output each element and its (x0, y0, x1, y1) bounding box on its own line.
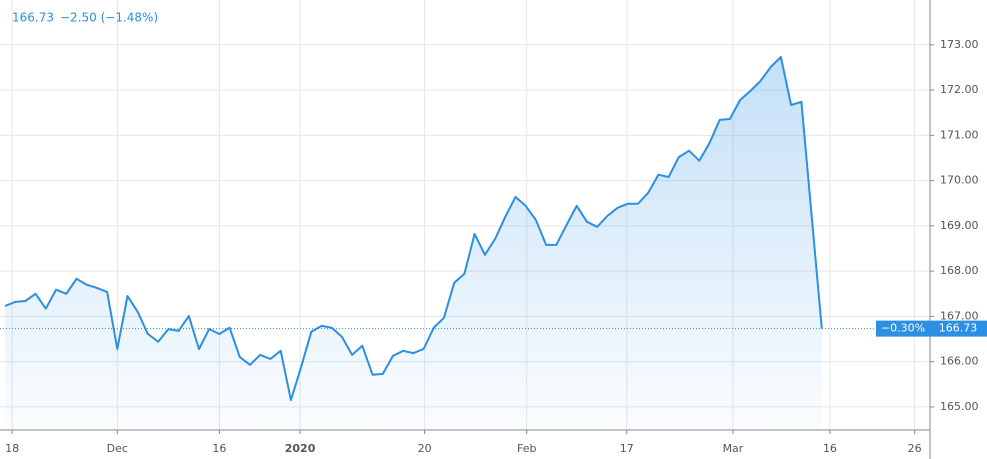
y-tick-label: 173.00 (940, 38, 979, 51)
x-tick-label: Dec (107, 442, 128, 455)
y-tick-label: 166.00 (940, 355, 979, 368)
y-tick-label: 172.00 (940, 83, 979, 96)
line (4, 56, 823, 402)
y-tick-label: 165.00 (940, 400, 979, 413)
y-tick-label: 171.00 (940, 128, 979, 141)
x-tick-label: 16 (212, 442, 226, 455)
x-tick-label: 17 (620, 442, 634, 455)
x-tick-label: Mar (723, 442, 744, 455)
x-tick-label: 2020 (285, 442, 316, 455)
x-tick-label: 26 (908, 442, 922, 455)
x-tick-label: 16 (823, 442, 837, 455)
y-tick-label: 169.00 (940, 219, 979, 232)
y-tick-label: 168.00 (940, 264, 979, 277)
y-tick-label: 167.00 (940, 309, 979, 322)
area (5, 57, 822, 430)
last-price-label: 166.73 (939, 322, 978, 335)
change: −2.50 (−1.48%) (60, 11, 158, 25)
last-change-box (876, 320, 930, 337)
x-tick-label: 20 (418, 442, 432, 455)
x-tick-label: Feb (517, 442, 536, 455)
y-tick-label: 170.00 (940, 174, 979, 187)
last-price-box (930, 320, 987, 337)
last-change-label: −0.30% (881, 322, 925, 335)
x-tick-label: 18 (5, 442, 19, 455)
last-price: 166.73 (12, 11, 54, 25)
